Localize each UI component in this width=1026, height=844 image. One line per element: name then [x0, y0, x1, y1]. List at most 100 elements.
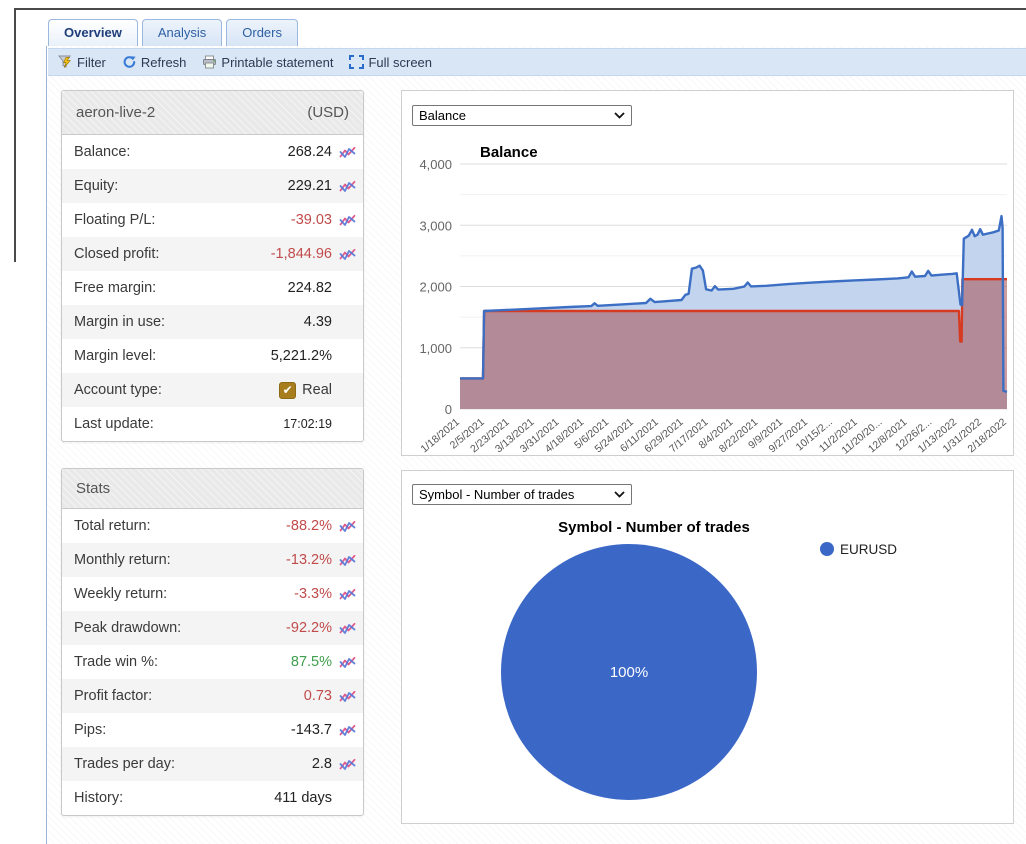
row-label: Profit factor: — [74, 688, 152, 704]
row-label: Free margin: — [74, 280, 156, 296]
account-row: Free margin:224.82 — [62, 271, 363, 305]
mini-chart-icon[interactable] — [339, 554, 356, 567]
icon-slot — [332, 690, 358, 703]
icon-slot — [332, 520, 358, 533]
balance-select-value: Balance — [419, 108, 466, 123]
icon-slot — [332, 622, 358, 635]
row-value: -88.2% — [151, 518, 332, 534]
mini-chart-icon[interactable] — [339, 656, 356, 669]
filter-label: Filter — [77, 55, 106, 70]
row-label: Weekly return: — [74, 586, 167, 602]
mini-chart-icon[interactable] — [339, 214, 356, 227]
row-value: 229.21 — [118, 178, 332, 194]
account-row: Floating P/L:-39.03 — [62, 203, 363, 237]
row-label: Pips: — [74, 722, 106, 738]
mini-chart-icon[interactable] — [339, 248, 356, 261]
row-value: Real — [302, 382, 332, 398]
filter-button[interactable]: Filter — [58, 55, 106, 70]
balance-chart: 01,0002,0003,0004,0001/18/20212/5/20212/… — [402, 131, 1013, 456]
stats-row: Total return:-88.2% — [62, 509, 363, 543]
icon-slot — [332, 724, 358, 737]
account-row: Account type:✔Real — [62, 373, 363, 407]
mini-chart-icon[interactable] — [339, 690, 356, 703]
tab-content-area: Filter Refresh Printable statement — [46, 46, 1026, 844]
tab-overview[interactable]: Overview — [48, 19, 138, 46]
svg-text:0: 0 — [445, 402, 452, 417]
row-value: 17:02:19 — [154, 417, 332, 431]
stats-row: Peak drawdown:-92.2% — [62, 611, 363, 645]
row-value: -3.3% — [167, 586, 332, 602]
icon-slot — [332, 248, 358, 261]
row-label: Peak drawdown: — [74, 620, 181, 636]
printable-statement-button[interactable]: Printable statement — [202, 55, 333, 70]
mini-chart-icon[interactable] — [339, 758, 356, 771]
fullscreen-icon — [349, 55, 364, 69]
row-label: Monthly return: — [74, 552, 171, 568]
refresh-button[interactable]: Refresh — [122, 55, 187, 70]
mini-chart-icon[interactable] — [339, 146, 356, 159]
row-value: 224.82 — [156, 280, 332, 296]
row-label: Floating P/L: — [74, 212, 155, 228]
svg-text:4,000: 4,000 — [419, 157, 452, 172]
row-label: Margin in use: — [74, 314, 165, 330]
row-value: 4.39 — [165, 314, 332, 330]
row-label: Closed profit: — [74, 246, 159, 262]
real-account-checkbox: ✔ — [279, 382, 296, 399]
legend-marker — [820, 542, 834, 556]
account-panel-header: aeron-live-2 (USD) — [62, 91, 363, 135]
row-label: Margin level: — [74, 348, 156, 364]
stats-row: Monthly return:-13.2% — [62, 543, 363, 577]
row-label: Last update: — [74, 416, 154, 432]
tab-orders[interactable]: Orders — [226, 19, 298, 46]
row-value: -143.7 — [106, 722, 332, 738]
pie-select-value: Symbol - Number of trades — [419, 487, 574, 502]
row-label: History: — [74, 790, 123, 806]
account-summary-panel: aeron-live-2 (USD) Balance:268.24Equity:… — [61, 90, 364, 442]
account-type-value: ✔ Real — [162, 382, 332, 399]
mini-chart-icon[interactable] — [339, 724, 356, 737]
row-value: 87.5% — [158, 654, 332, 670]
stats-rows: Total return:-88.2%Monthly return:-13.2%… — [62, 509, 363, 815]
account-row: Margin level:5,221.2% — [62, 339, 363, 373]
frame-top-border — [14, 8, 1026, 10]
tab-bar: Overview Analysis Orders — [48, 19, 298, 46]
row-label: Trade win %: — [74, 654, 158, 670]
mini-chart-icon[interactable] — [339, 588, 356, 601]
stats-row: Trade win %:87.5% — [62, 645, 363, 679]
icon-slot — [332, 180, 358, 193]
printable-statement-label: Printable statement — [221, 55, 333, 70]
row-label: Equity: — [74, 178, 118, 194]
chevron-down-icon — [614, 491, 625, 498]
tab-analysis[interactable]: Analysis — [142, 19, 222, 46]
stats-row: Pips:-143.7 — [62, 713, 363, 747]
stats-panel-header: Stats — [62, 469, 363, 509]
row-value: -92.2% — [181, 620, 332, 636]
stats-row: History:411 days — [62, 781, 363, 815]
pie-chart-svg: Symbol - Number of trades100%EURUSD — [402, 509, 1013, 823]
pie-center-label: 100% — [610, 664, 648, 681]
account-row: Balance:268.24 — [62, 135, 363, 169]
account-currency: (USD) — [307, 104, 349, 121]
account-widget-page: Overview Analysis Orders Filter Refresh — [0, 0, 1026, 844]
balance-chart-svg: 01,0002,0003,0004,0001/18/20212/5/20212/… — [402, 131, 1013, 456]
row-value: -1,844.96 — [159, 246, 332, 262]
row-value: 0.73 — [152, 688, 332, 704]
pie-chart-select[interactable]: Symbol - Number of trades — [412, 484, 632, 505]
stats-title: Stats — [76, 480, 110, 497]
toolbar: Filter Refresh Printable statement — [48, 48, 1026, 76]
stats-row: Weekly return:-3.3% — [62, 577, 363, 611]
mini-chart-icon[interactable] — [339, 520, 356, 533]
mini-chart-icon[interactable] — [339, 180, 356, 193]
mini-chart-icon[interactable] — [339, 622, 356, 635]
stats-row: Profit factor:0.73 — [62, 679, 363, 713]
chevron-down-icon — [614, 112, 625, 119]
full-screen-button[interactable]: Full screen — [349, 55, 432, 70]
refresh-icon — [122, 55, 137, 69]
symbol-pie-chart: Symbol - Number of trades100%EURUSD — [402, 509, 1013, 823]
icon-slot — [332, 588, 358, 601]
frame-left-border — [14, 8, 16, 262]
balance-chart-select[interactable]: Balance — [412, 105, 632, 126]
svg-text:2,000: 2,000 — [419, 280, 452, 295]
svg-text:1,000: 1,000 — [419, 341, 452, 356]
account-row: Equity:229.21 — [62, 169, 363, 203]
